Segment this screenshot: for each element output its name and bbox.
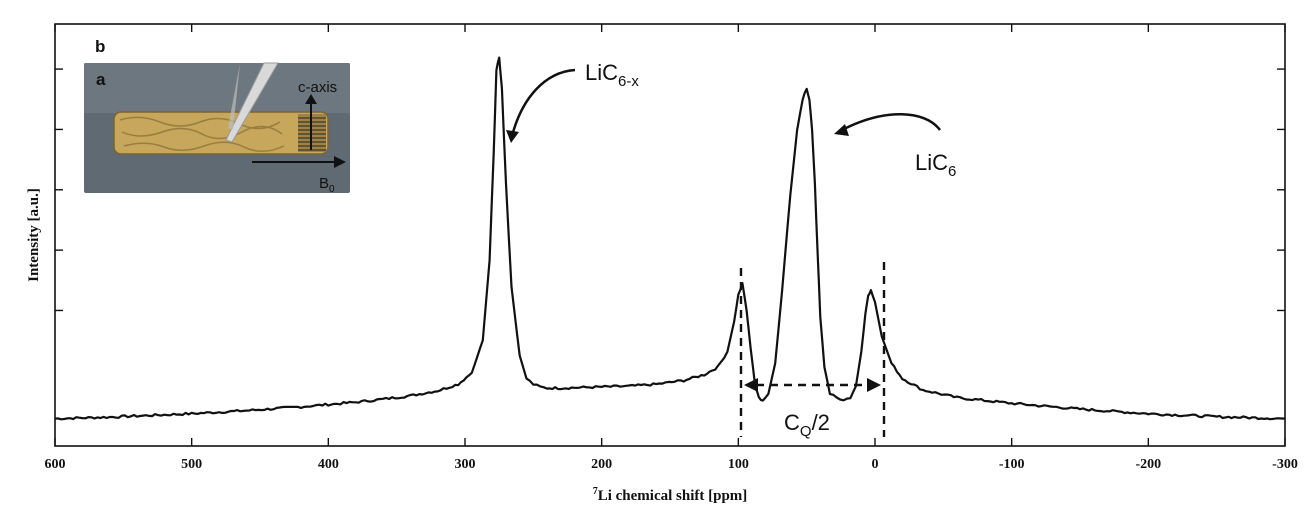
label-cq-main: C: [784, 410, 800, 435]
b0-label: B0: [319, 175, 335, 195]
needle-shadow: [228, 63, 240, 130]
c-axis-label: c-axis: [298, 79, 337, 96]
b0-arrowhead-icon: [334, 156, 346, 168]
cq-arrowhead-right-icon: [867, 378, 881, 392]
x-tick-label: -200: [1135, 457, 1161, 472]
x-axis-label-text: Li chemical shift [ppm]: [598, 488, 748, 504]
x-axis-label-superscript: 7: [593, 486, 598, 497]
x-tick-label: 300: [455, 457, 476, 472]
label-lic6x-main: LiC: [585, 60, 618, 85]
x-axis-tick-labels: 600 500 400 300 200 100 0 -100 -200 -300: [45, 457, 1298, 472]
arrowhead-lic6x-icon: [506, 130, 519, 143]
x-tick-label: -300: [1272, 457, 1298, 472]
arrow-lic6x: [510, 68, 576, 137]
y-axis-label: Intensity [a.u.]: [26, 188, 42, 282]
sample-rod-texture: [119, 116, 285, 152]
label-cq: CQ/2: [784, 410, 830, 440]
label-lic6-main: LiC: [915, 150, 948, 175]
label-lic6x: LiC6-x: [585, 60, 639, 90]
x-tick-label: 0: [872, 457, 879, 472]
x-tick-label: 200: [591, 457, 612, 472]
arrowhead-lic6-icon: [834, 124, 849, 136]
c-axis-arrowhead-icon: [305, 94, 317, 104]
b0-label-main: B: [319, 175, 329, 192]
b0-label-subscript: 0: [329, 184, 335, 195]
arrow-lic6: [841, 113, 941, 132]
x-tick-label: 600: [45, 457, 66, 472]
label-cq-subscript: Q: [800, 423, 812, 440]
spectrum-line: [54, 56, 1286, 421]
y-axis-ticks: [55, 68, 1285, 312]
label-lic6: LiC6: [915, 150, 956, 180]
x-axis-ticks: [54, 24, 1286, 446]
inset-shading: [84, 63, 350, 113]
label-lic6-subscript: 6: [948, 163, 956, 180]
panel-label-b: b: [95, 37, 105, 56]
plot-frame: [54, 23, 1286, 447]
label-lic6x-subscript: 6-x: [618, 73, 639, 90]
label-cq-suffix: /2: [812, 410, 830, 435]
inset-photo: c-axis B0 a: [84, 62, 350, 195]
x-tick-label: 400: [318, 457, 339, 472]
x-axis-label: 7Li chemical shift [ppm]: [593, 486, 748, 504]
x-tick-label: 500: [181, 457, 202, 472]
sample-rod: [113, 111, 329, 155]
cq-arrowhead-left-icon: [744, 378, 758, 392]
x-tick-label: 100: [728, 457, 749, 472]
panel-label-a: a: [96, 70, 106, 89]
x-tick-label: -100: [999, 457, 1025, 472]
needle-icon: [225, 62, 279, 143]
